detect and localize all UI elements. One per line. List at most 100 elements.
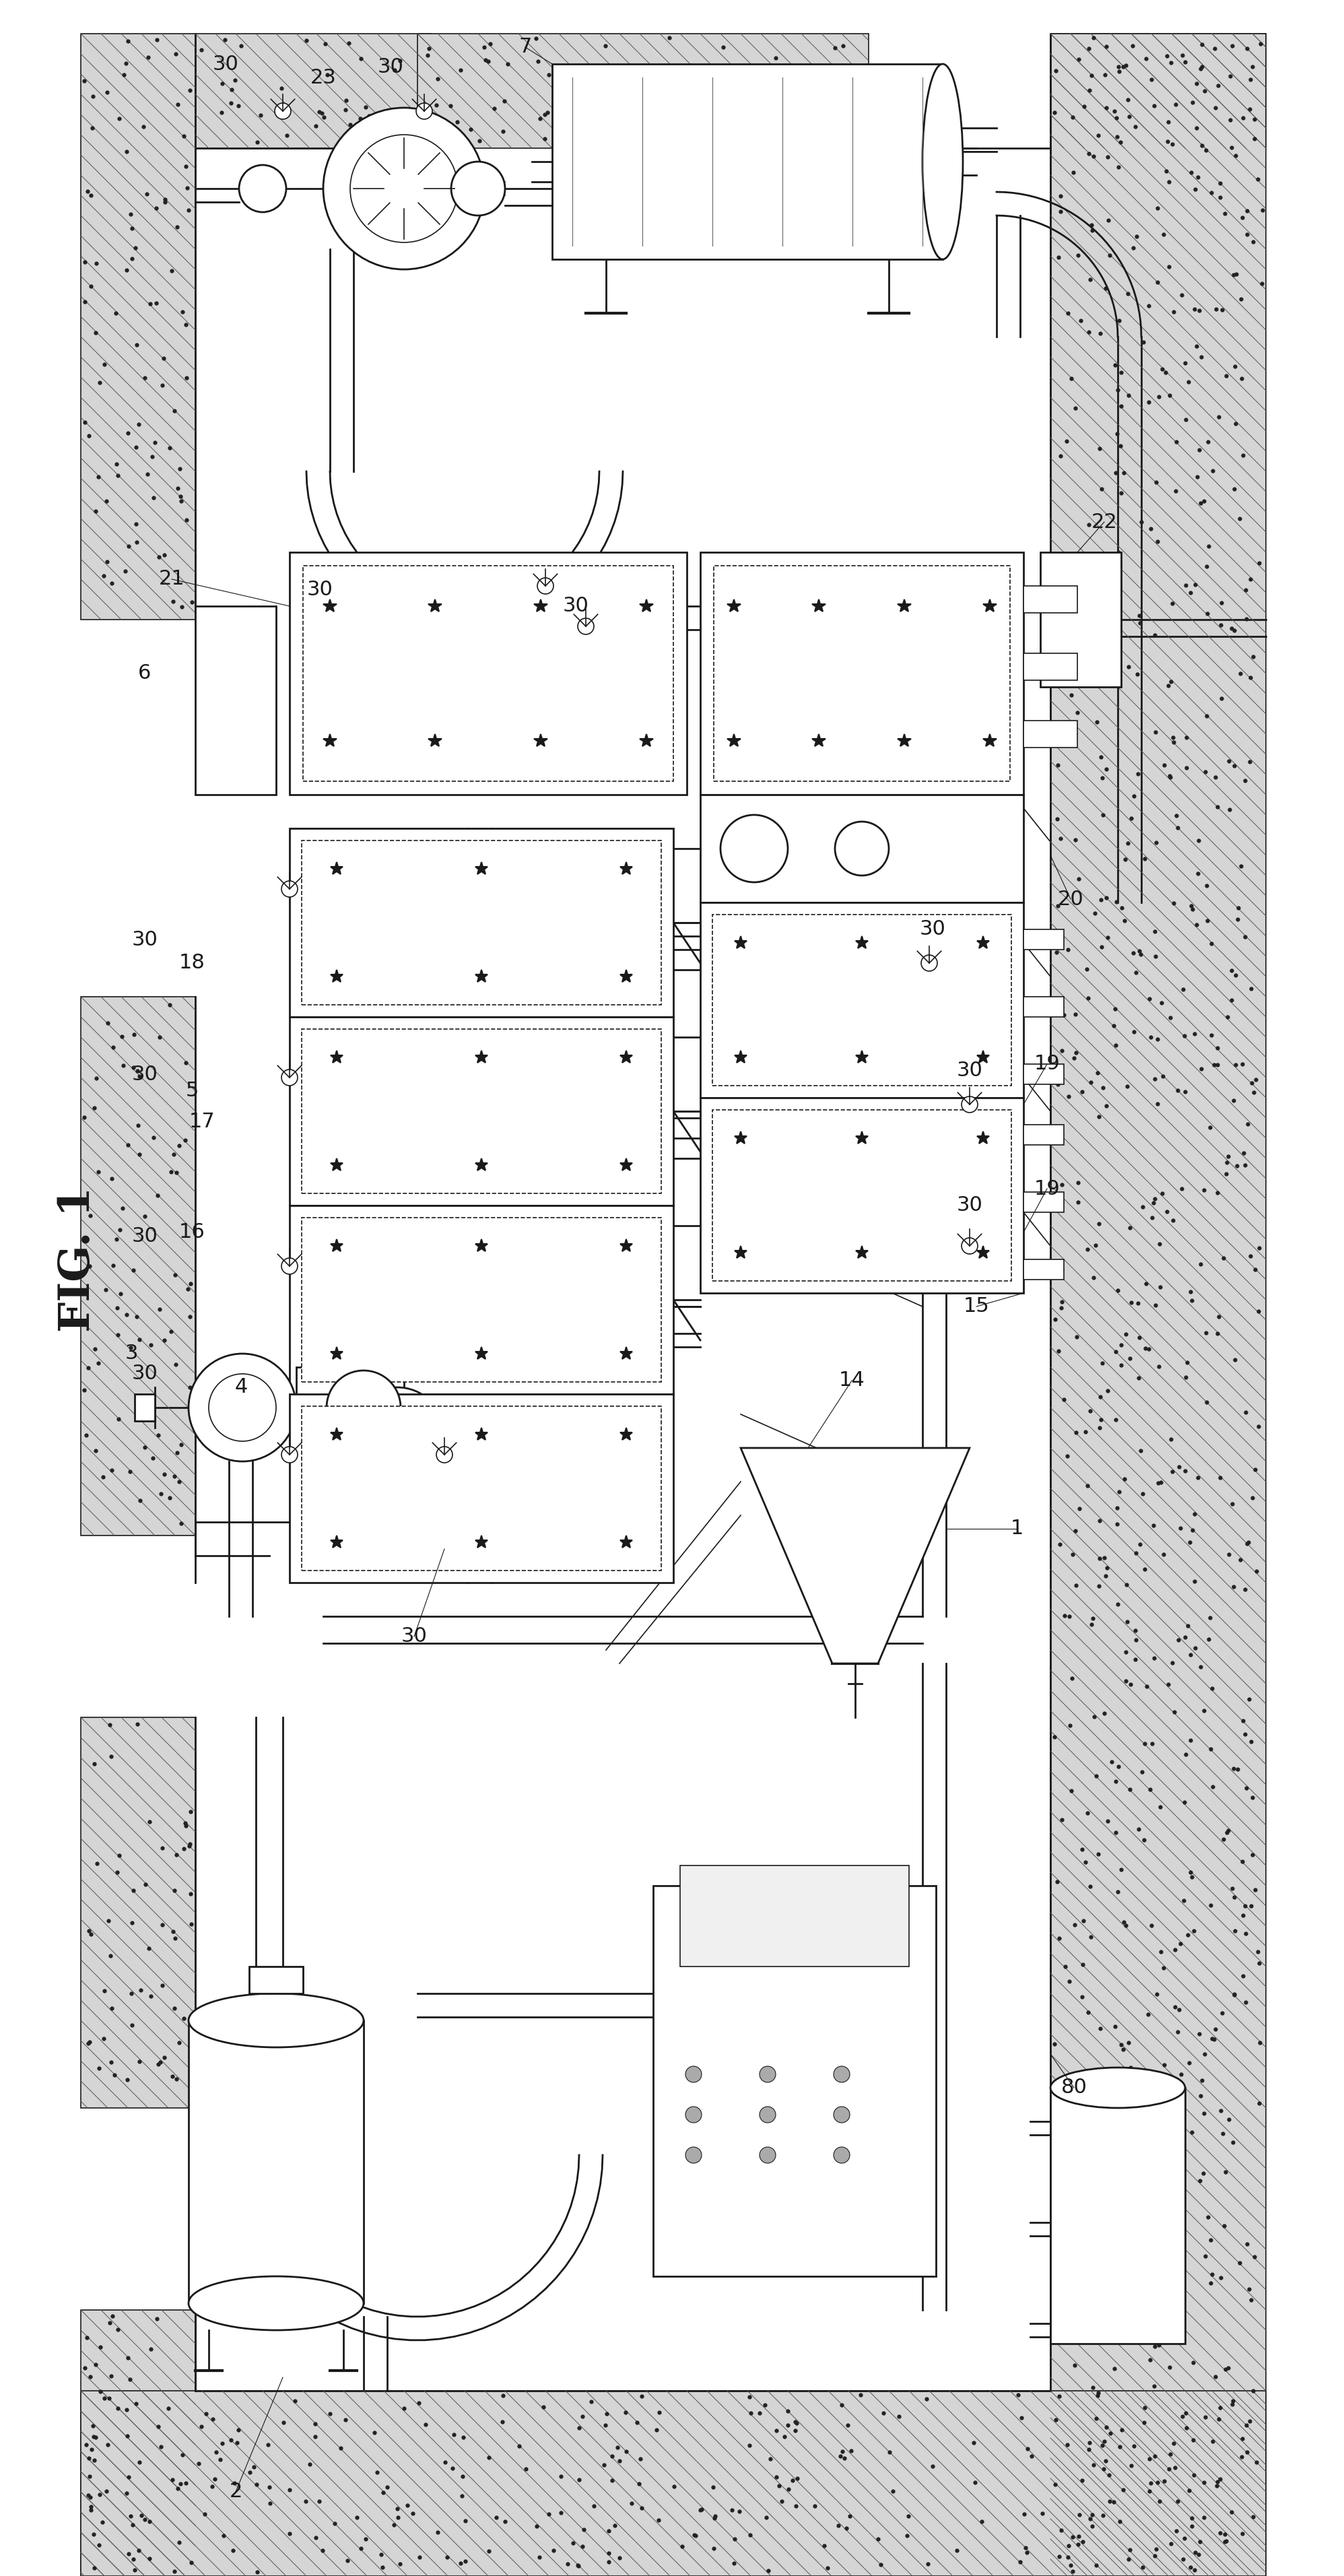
Circle shape [452,162,505,216]
Text: 30: 30 [957,1061,982,1079]
Text: 7: 7 [519,39,532,57]
Bar [712,1110,1012,1280]
Text: 30: 30 [378,57,403,77]
Circle shape [759,2146,775,2164]
Bar [1040,551,1121,688]
Circle shape [417,103,433,118]
Text: 2: 2 [228,2483,242,2501]
Text: 3: 3 [125,1345,138,1363]
Bar [700,1097,1024,1293]
Bar [714,567,1011,781]
Text: 30: 30 [212,54,239,75]
Circle shape [833,2107,849,2123]
Text: 16: 16 [179,1224,204,1242]
Bar [289,1394,673,1582]
Circle shape [685,2066,702,2081]
Circle shape [961,1097,977,1113]
Bar [700,551,1024,793]
Bar [301,1028,661,1193]
Bar [249,1965,302,1994]
Text: 22: 22 [1091,513,1117,531]
Bar [712,914,1012,1084]
Bar [296,1368,405,1448]
Circle shape [371,1406,425,1461]
Text: FIG. 1: FIG. 1 [58,1188,98,1332]
Circle shape [685,2107,702,2123]
Bar [1024,1064,1064,1084]
Polygon shape [741,1448,969,1664]
Circle shape [351,134,458,242]
Text: 5: 5 [185,1082,199,1100]
Bar [1024,654,1078,680]
Bar [195,33,431,149]
Bar [1024,930,1064,951]
Circle shape [578,618,594,634]
Bar [1051,33,1266,2576]
Circle shape [208,1373,276,1440]
Bar [81,1718,195,2107]
Text: 1: 1 [1011,1520,1023,1538]
Text: 30: 30 [306,580,333,600]
Circle shape [759,2107,775,2123]
Circle shape [685,2146,702,2164]
Circle shape [281,881,297,896]
Bar [302,567,673,781]
Bar [289,1206,673,1394]
Bar [1024,1126,1064,1144]
Ellipse shape [188,2277,364,2331]
Bar [1024,1193,1064,1213]
Bar [81,33,195,621]
Circle shape [281,1448,297,1463]
Text: 19: 19 [1034,1180,1060,1198]
Bar [418,33,868,149]
Text: 30: 30 [957,1195,982,1216]
Circle shape [437,1448,453,1463]
Bar [81,2311,195,2576]
Ellipse shape [188,1994,364,2048]
Circle shape [327,1370,401,1445]
Circle shape [833,2066,849,2081]
Bar [134,1394,155,1422]
Circle shape [538,577,554,595]
Text: 6: 6 [138,665,152,683]
Text: 30: 30 [563,598,589,616]
Bar [289,551,687,793]
Circle shape [188,1352,296,1461]
Bar [1051,33,1266,149]
Bar [1024,721,1078,747]
Bar [289,1018,673,1206]
Text: 18: 18 [179,953,206,974]
Bar [1024,1260,1064,1280]
Text: 30: 30 [132,1064,157,1084]
Text: 17: 17 [190,1113,215,1131]
Bar [301,840,661,1005]
Text: 19: 19 [1034,1054,1060,1074]
Circle shape [835,822,888,876]
Ellipse shape [922,64,962,260]
Text: 30: 30 [132,930,157,948]
Text: 4: 4 [235,1378,247,1396]
Bar [700,902,1024,1097]
Circle shape [759,2066,775,2081]
Circle shape [921,956,937,971]
Bar [195,605,276,793]
Bar [1024,997,1064,1018]
Bar [653,1886,935,2277]
Bar [188,2020,364,2303]
Circle shape [239,165,286,211]
Circle shape [961,1239,977,1255]
Circle shape [323,108,485,270]
Bar [301,1406,661,1571]
Circle shape [833,2146,849,2164]
Bar [289,829,673,1018]
Text: 15: 15 [964,1296,989,1316]
Bar [81,2391,1266,2576]
Text: 30: 30 [919,920,946,940]
Text: 21: 21 [159,569,184,590]
Bar [1024,585,1078,613]
Bar [301,1218,661,1381]
Text: 80: 80 [1060,2079,1087,2097]
Text: 23: 23 [310,67,336,88]
Bar [1051,2087,1185,2344]
Circle shape [351,1388,445,1481]
